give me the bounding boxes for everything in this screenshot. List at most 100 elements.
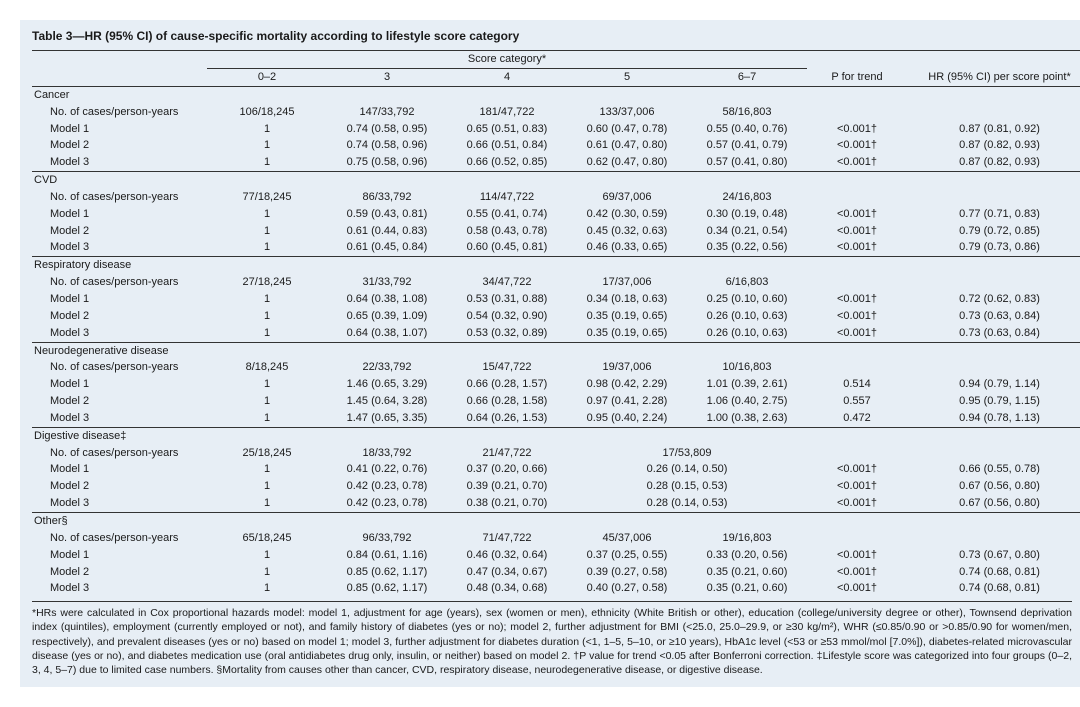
- header-hr-per-point: HR (95% CI) per score point*: [907, 69, 1080, 87]
- table-cell: 17/37,006: [567, 274, 687, 291]
- table-cell: <0.001†: [807, 495, 907, 512]
- table-cell: 0.62 (0.47, 0.80): [567, 154, 687, 171]
- table-cell: 0.66 (0.28, 1.58): [447, 393, 567, 410]
- row-sublabel: No. of cases/person-years: [32, 445, 207, 462]
- table-cell: 0.35 (0.19, 0.65): [567, 325, 687, 342]
- table-cell: 86/33,792: [327, 189, 447, 206]
- table-cell: 1: [207, 223, 327, 240]
- table-cell: [567, 342, 687, 359]
- table-cell: [687, 512, 807, 529]
- table-cell: 65/18,245: [207, 530, 327, 547]
- table-cell: 45/37,006: [567, 530, 687, 547]
- table-cell: [207, 257, 327, 274]
- table-cell: 0.38 (0.21, 0.70): [447, 495, 567, 512]
- table-cell: 71/47,722: [447, 530, 567, 547]
- table-cell: 0.67 (0.56, 0.80): [907, 495, 1080, 512]
- table-cell: 25/18,245: [207, 445, 327, 462]
- table-cell: 0.58 (0.43, 0.78): [447, 223, 567, 240]
- row-sublabel: Model 3: [32, 495, 207, 512]
- table-cell: [907, 342, 1080, 359]
- row-sublabel: Model 2: [32, 308, 207, 325]
- table-cell: [807, 512, 907, 529]
- table-cell: [447, 512, 567, 529]
- header-col-0: 0–2: [207, 69, 327, 87]
- table-cell: [567, 257, 687, 274]
- table-cell: 0.26 (0.14, 0.50): [567, 461, 807, 478]
- table-cell: [327, 257, 447, 274]
- table-cell: [807, 445, 907, 462]
- table-cell: <0.001†: [807, 564, 907, 581]
- table-cell: <0.001†: [807, 121, 907, 138]
- table-cell: <0.001†: [807, 478, 907, 495]
- table-cell: 0.64 (0.38, 1.08): [327, 291, 447, 308]
- table-cell: [807, 86, 907, 103]
- table-cell: 1: [207, 154, 327, 171]
- row-sublabel: Model 3: [32, 410, 207, 427]
- table-cell: [447, 172, 567, 189]
- table-cell: [907, 104, 1080, 121]
- table-cell: 0.61 (0.47, 0.80): [567, 137, 687, 154]
- table-cell: 1.06 (0.40, 2.75): [687, 393, 807, 410]
- table-cell: 0.28 (0.15, 0.53): [567, 478, 807, 495]
- table-cell: 0.28 (0.14, 0.53): [567, 495, 807, 512]
- table-cell: [687, 86, 807, 103]
- table-cell: 0.55 (0.40, 0.76): [687, 121, 807, 138]
- table-cell: <0.001†: [807, 154, 907, 171]
- table-cell: 0.66 (0.51, 0.84): [447, 137, 567, 154]
- table-cell: [567, 172, 687, 189]
- table-cell: [687, 257, 807, 274]
- table-cell: 0.37 (0.25, 0.55): [567, 547, 687, 564]
- table-cell: [327, 427, 447, 444]
- table-cell: 0.79 (0.73, 0.86): [907, 239, 1080, 256]
- table-cell: 0.64 (0.26, 1.53): [447, 410, 567, 427]
- table-cell: 1.00 (0.38, 2.63): [687, 410, 807, 427]
- table-cell: 1.45 (0.64, 3.28): [327, 393, 447, 410]
- table-cell: [907, 189, 1080, 206]
- table-cell: 1: [207, 325, 327, 342]
- table-cell: [327, 86, 447, 103]
- table-cell: 0.72 (0.62, 0.83): [907, 291, 1080, 308]
- table-cell: [567, 427, 687, 444]
- header-col-2: 4: [447, 69, 567, 87]
- table-cell: 0.53 (0.31, 0.88): [447, 291, 567, 308]
- table-cell: 0.57 (0.41, 0.79): [687, 137, 807, 154]
- table-cell: 0.37 (0.20, 0.66): [447, 461, 567, 478]
- table-cell: 1.47 (0.65, 3.35): [327, 410, 447, 427]
- table-container: Table 3—HR (95% CI) of cause-specific mo…: [20, 20, 1080, 687]
- table-cell: [327, 172, 447, 189]
- row-sublabel: Model 1: [32, 376, 207, 393]
- table-cell: 0.98 (0.42, 2.29): [567, 376, 687, 393]
- table-cell: [807, 342, 907, 359]
- table-cell: [907, 172, 1080, 189]
- table-cell: 0.42 (0.23, 0.78): [327, 495, 447, 512]
- row-sublabel: No. of cases/person-years: [32, 189, 207, 206]
- table-cell: 77/18,245: [207, 189, 327, 206]
- table-cell: 1: [207, 239, 327, 256]
- table-cell: 0.35 (0.21, 0.60): [687, 580, 807, 597]
- table-cell: 1: [207, 547, 327, 564]
- table-cell: 1: [207, 393, 327, 410]
- table-cell: 19/16,803: [687, 530, 807, 547]
- table-cell: [447, 257, 567, 274]
- table-cell: 1: [207, 206, 327, 223]
- table-cell: 0.46 (0.33, 0.65): [567, 239, 687, 256]
- table-cell: 0.30 (0.19, 0.48): [687, 206, 807, 223]
- table-cell: [807, 104, 907, 121]
- table-cell: 15/47,722: [447, 359, 567, 376]
- table-cell: 0.66 (0.52, 0.85): [447, 154, 567, 171]
- table-cell: [207, 427, 327, 444]
- table-cell: [207, 342, 327, 359]
- row-label: Cancer: [32, 86, 207, 103]
- table-cell: 0.45 (0.32, 0.63): [567, 223, 687, 240]
- table-cell: 0.57 (0.41, 0.80): [687, 154, 807, 171]
- row-sublabel: No. of cases/person-years: [32, 104, 207, 121]
- table-cell: 0.79 (0.72, 0.85): [907, 223, 1080, 240]
- table-cell: 0.73 (0.63, 0.84): [907, 325, 1080, 342]
- table-cell: 0.34 (0.18, 0.63): [567, 291, 687, 308]
- table-cell: 0.61 (0.44, 0.83): [327, 223, 447, 240]
- header-col-1: 3: [327, 69, 447, 87]
- table-cell: [807, 257, 907, 274]
- row-sublabel: Model 3: [32, 580, 207, 597]
- table-cell: [447, 427, 567, 444]
- table-cell: 1: [207, 478, 327, 495]
